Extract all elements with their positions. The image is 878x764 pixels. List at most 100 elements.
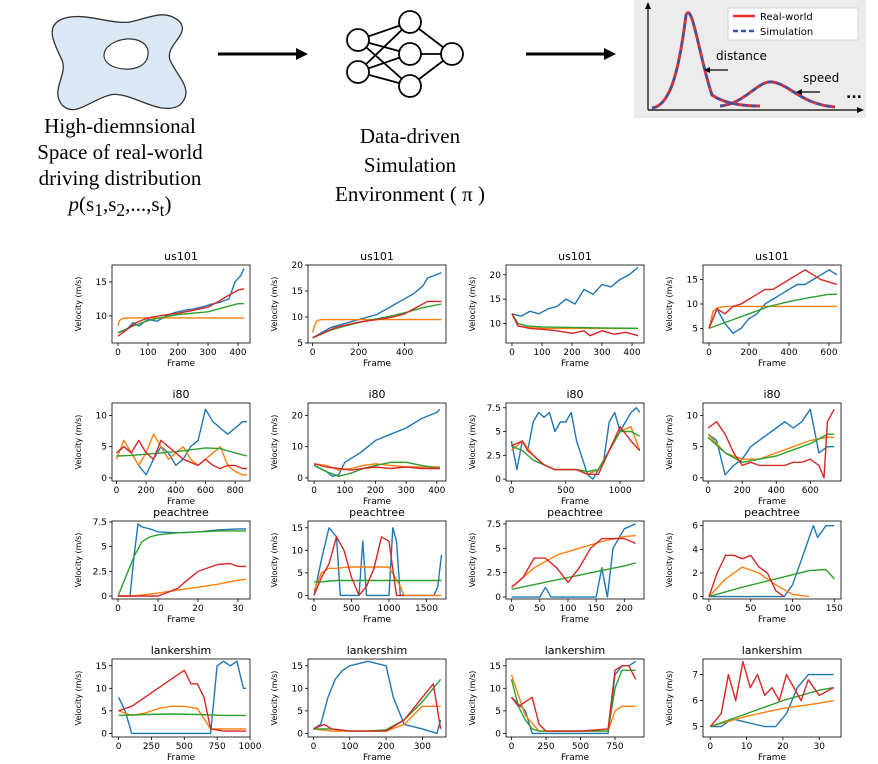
- y-tick-label: 15: [96, 278, 107, 288]
- y-axis-label: Velocity (m/s): [665, 671, 674, 726]
- inset-label-ellipsis: ...: [846, 86, 862, 102]
- y-axis-label: Velocity (m/s): [74, 415, 83, 470]
- chart-4: us101 0 200 400 600 5 10 15 Frame Velocity (m/s): [665, 250, 842, 369]
- y-tick-label: 5: [101, 543, 107, 553]
- y-tick-label: 7.5: [93, 518, 107, 528]
- y-tick-label: 20: [292, 261, 304, 271]
- y-tick-label: 10: [96, 684, 108, 694]
- pipeline-diagram: Real-world Simulation distance speed ...: [51, 0, 866, 118]
- series-line-green: [510, 669, 636, 732]
- chart-7: i80 0 500 1000 0 2.5 5 7.5 Frame Velocity (m/s): [468, 388, 645, 507]
- x-tick-label: 150: [588, 604, 605, 614]
- x-tick-label: 1000: [239, 742, 262, 752]
- y-tick-label: 15: [292, 662, 303, 672]
- series-line-orange: [118, 705, 247, 730]
- mid-caption-line: Environment ( π ): [335, 182, 485, 206]
- x-tick-label: 1000: [378, 604, 401, 614]
- y-tick-label: 5: [692, 443, 698, 453]
- series-line-blue: [708, 525, 835, 598]
- series-line-red: [709, 660, 835, 728]
- distribution-inset: Real-world Simulation distance speed ...: [634, 0, 866, 118]
- series-line-orange: [708, 566, 810, 598]
- y-axis-label: Velocity (m/s): [270, 533, 279, 588]
- plot-frame: [702, 658, 842, 738]
- y-axis-label: Velocity (m/s): [468, 533, 477, 588]
- x-tick-label: 50: [534, 604, 546, 614]
- x-tick-label: 750: [606, 742, 623, 752]
- chart-title: peachtree: [153, 506, 209, 519]
- x-axis-label: Frame: [363, 497, 392, 507]
- y-tick-label: 0: [495, 593, 501, 603]
- x-tick-label: 0: [509, 604, 515, 614]
- y-axis-label: Velocity (m/s): [468, 415, 477, 470]
- x-tick-label: 200: [734, 486, 751, 496]
- series-line-green: [117, 303, 244, 334]
- x-tick-label: 500: [176, 742, 193, 752]
- x-axis-label: Frame: [363, 359, 392, 369]
- x-tick-label: 1000: [609, 486, 632, 496]
- chart-title: peachtree: [349, 506, 405, 519]
- x-tick-label: 0: [114, 486, 120, 496]
- x-tick-label: 200: [138, 486, 155, 496]
- y-tick-label: 2.5: [93, 567, 107, 577]
- x-tick-label: 500: [343, 604, 360, 614]
- mid-caption-line: Simulation: [363, 153, 457, 177]
- y-tick-label: 10: [292, 313, 304, 323]
- inset-sim-curve: [651, 11, 761, 110]
- y-tick-label: 0: [297, 474, 303, 484]
- x-tick-label: 400: [780, 348, 797, 358]
- y-axis-label: Velocity (m/s): [270, 671, 279, 726]
- series-line-red: [313, 536, 404, 597]
- series-line-orange: [511, 534, 636, 588]
- x-tick-label: 0: [115, 604, 121, 614]
- inset-legend-real: Real-world: [760, 12, 813, 23]
- x-tick-label: 1500: [415, 604, 438, 614]
- x-axis-label: Frame: [167, 359, 196, 369]
- series-line-green: [511, 313, 639, 330]
- x-axis-label: Frame: [167, 753, 196, 763]
- y-tick-label: 5: [297, 339, 303, 349]
- y-tick-label: 0: [297, 591, 303, 601]
- x-tick-label: 0: [115, 348, 121, 358]
- chart-title: us101: [755, 250, 789, 263]
- chart-2: us101 0 200 400 5 10 15 20 Frame Velocity (m/s): [270, 250, 447, 369]
- series-line-green: [117, 530, 246, 597]
- x-tick-label: 0: [706, 604, 712, 614]
- arrow-right-icon: [526, 48, 616, 60]
- x-tick-label: 100: [139, 348, 156, 358]
- inset-label-distance: distance: [716, 49, 767, 63]
- series-line-orange: [117, 317, 244, 327]
- y-tick-label: 20: [490, 271, 502, 281]
- plot-frame: [505, 264, 645, 344]
- chart-title: us101: [360, 250, 394, 263]
- plot-frame: [505, 520, 645, 600]
- x-tick-label: 20: [192, 604, 204, 614]
- y-axis-label: Velocity (m/s): [468, 671, 477, 726]
- left-caption-line: High-diemnsional: [44, 114, 196, 138]
- series-line-red: [118, 562, 246, 597]
- series-line-blue: [511, 660, 637, 735]
- x-tick-label: 0: [311, 486, 317, 496]
- chart-title: lankershim: [151, 644, 212, 657]
- chart-10: peachtree 0 500 1000 1500 0 5 10 15 Frame Velocity…: [270, 506, 447, 625]
- x-tick-label: 600: [802, 486, 819, 496]
- chart-15: lankershim 0 250 500 750 0 5 10 15 Frame Velocity …: [468, 644, 645, 763]
- x-tick-label: 100: [533, 348, 550, 358]
- plot-frame: [702, 520, 842, 600]
- series-line-blue: [313, 408, 441, 478]
- x-tick-label: 250: [143, 742, 160, 752]
- chart-title: lankershim: [545, 644, 606, 657]
- x-tick-label: 300: [593, 348, 610, 358]
- series-line-red: [313, 463, 440, 471]
- series-line-red: [116, 439, 247, 470]
- chart-title: lankershim: [347, 644, 408, 657]
- x-tick-label: 600: [197, 486, 214, 496]
- y-tick-label: 5: [495, 544, 501, 554]
- chart-12: peachtree 0 50 100 150 0 2 4 6 Frame Velocity (m/s…: [665, 506, 843, 625]
- arrow-right-icon: [218, 48, 308, 60]
- x-tick-label: 300: [414, 742, 431, 752]
- series-line-red: [118, 669, 247, 732]
- chart-1: us101 0 100 200 300 400 10 15 Frame Velocity (m/s…: [74, 250, 251, 369]
- x-axis-label: Frame: [561, 753, 590, 763]
- series-line-red: [313, 683, 442, 732]
